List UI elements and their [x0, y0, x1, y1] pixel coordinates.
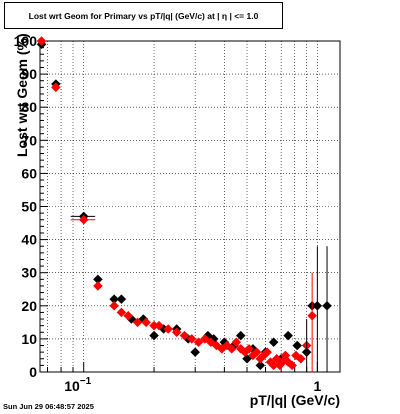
data-point	[51, 82, 61, 93]
data-point	[280, 350, 291, 361]
data-points	[36, 36, 332, 372]
y-tick-label: 90	[21, 66, 37, 82]
diamond-marker	[283, 330, 294, 341]
diamond-marker	[268, 337, 279, 348]
data-point	[93, 281, 103, 291]
diamond-marker	[262, 347, 273, 357]
y-tick-label: 20	[21, 298, 37, 314]
y-tick-label: 50	[21, 199, 37, 215]
data-point	[154, 320, 164, 331]
diamond-marker	[93, 281, 103, 291]
diamond-marker	[235, 330, 246, 341]
data-point	[190, 347, 201, 357]
data-point	[116, 294, 127, 305]
diamond-marker	[141, 317, 151, 328]
timestamp: Sun Jun 29 06:48:57 2025	[3, 402, 94, 411]
data-point	[149, 330, 159, 341]
data-point	[36, 36, 47, 46]
diamond-marker	[163, 324, 174, 334]
diamond-marker	[292, 340, 303, 351]
title-box: Lost wrt Geom for Primary vs pT/|q| (GeV…	[4, 2, 283, 29]
diamond-marker	[109, 300, 120, 311]
data-point	[283, 330, 294, 341]
axis-ticks: 0 10 20 30 40 50 60 70 80 90 100 10−1 1	[14, 33, 322, 394]
diamond-marker	[123, 310, 134, 321]
x-tick-label: 1	[313, 378, 321, 394]
diamond-marker	[193, 337, 204, 348]
data-point	[193, 337, 204, 348]
diamond-marker	[149, 330, 159, 341]
diamond-marker	[280, 350, 291, 361]
data-point	[179, 330, 190, 341]
y-tick-label: 30	[21, 265, 37, 281]
data-point	[255, 360, 266, 371]
data-point	[163, 324, 174, 334]
diamond-marker	[171, 327, 182, 338]
diamond-marker	[287, 360, 297, 371]
data-point	[109, 300, 120, 311]
diamond-marker	[179, 330, 190, 341]
data-point	[235, 330, 246, 341]
diamond-marker	[116, 307, 127, 318]
data-point	[141, 317, 151, 328]
diamond-marker	[231, 337, 242, 348]
diamond-marker	[36, 36, 47, 46]
data-point	[231, 337, 242, 348]
diamond-marker	[78, 214, 89, 225]
diamond-marker	[251, 347, 262, 357]
y-tick-label: 0	[29, 364, 37, 380]
diamond-marker	[51, 82, 61, 93]
data-point	[226, 343, 237, 354]
x-tick-label: 10−1	[64, 376, 91, 394]
data-point	[123, 310, 134, 321]
y-tick-label: 80	[21, 99, 37, 115]
data-point	[171, 327, 182, 338]
data-point	[251, 347, 262, 357]
data-point	[287, 360, 297, 371]
diamond-marker	[226, 343, 237, 354]
data-point	[132, 317, 143, 328]
y-tick-label: 40	[21, 232, 37, 248]
chart-title: Lost wrt Geom for Primary vs pT/|q| (GeV…	[28, 11, 259, 21]
diamond-marker	[244, 343, 254, 354]
diamond-marker	[255, 360, 266, 371]
data-point	[296, 353, 306, 364]
y-tick-label: 10	[21, 331, 37, 347]
data-point	[70, 214, 96, 225]
y-tick-label: 100	[14, 33, 38, 49]
y-tick-label: 70	[21, 132, 37, 148]
diamond-marker	[186, 334, 197, 344]
grid-lines	[40, 41, 340, 372]
x-axis-label: pT/|q| (GeV/c)	[249, 392, 340, 408]
diamond-marker	[132, 317, 143, 328]
diamond-marker	[190, 347, 201, 357]
data-point	[116, 307, 127, 318]
data-point	[186, 334, 197, 344]
data-point	[292, 340, 303, 351]
data-point	[268, 337, 279, 348]
y-axis-label: Lost wrt Geom (%)	[14, 33, 30, 157]
diamond-marker	[296, 353, 306, 364]
diamond-marker	[116, 294, 127, 305]
y-tick-label: 60	[21, 165, 37, 181]
diamond-marker	[154, 320, 164, 331]
data-point	[262, 347, 273, 357]
data-point	[244, 343, 254, 354]
